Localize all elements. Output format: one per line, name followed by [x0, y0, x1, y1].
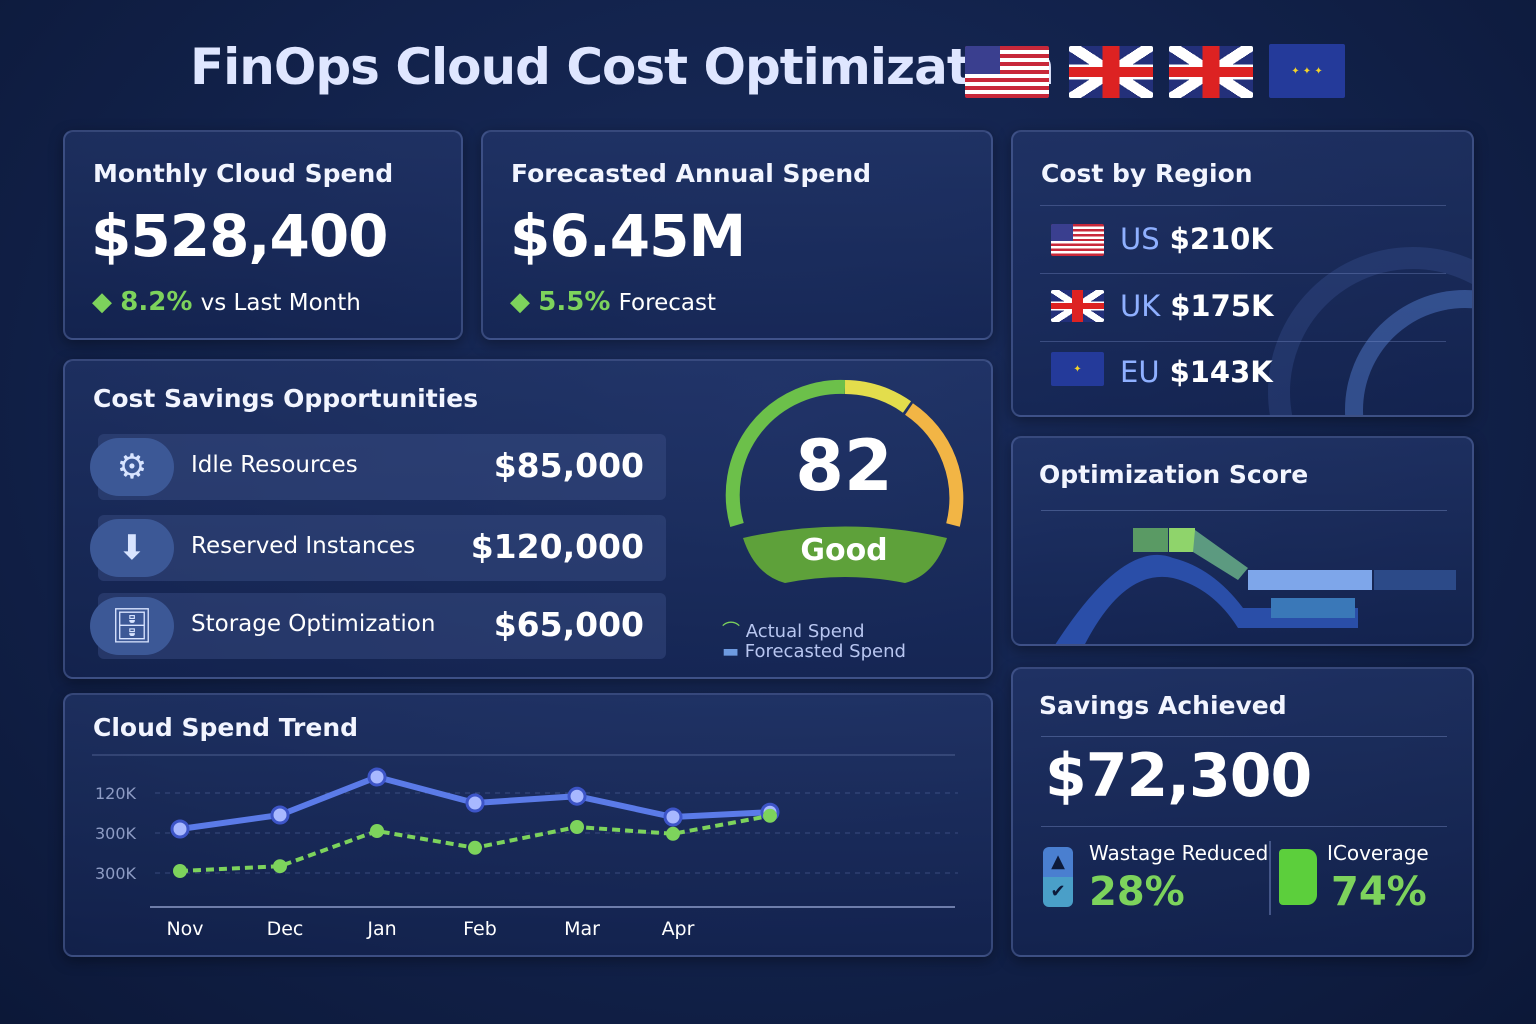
change-label: vs Last Month	[200, 290, 361, 316]
card-title: Cost by Region	[1041, 159, 1253, 188]
coverage-label: ICoverage	[1327, 841, 1429, 865]
region-code: US	[1120, 222, 1160, 256]
rating-badge	[743, 526, 947, 583]
opportunity-value: $85,000	[493, 446, 644, 485]
us-flag-icon	[965, 46, 1049, 98]
card-title: Cost Savings Opportunities	[93, 384, 479, 413]
divider	[1041, 736, 1447, 737]
gauge-arc-orange	[904, 403, 964, 527]
change-value: 8.2%	[120, 287, 193, 317]
monthly-spend-value: $528,400	[91, 202, 389, 270]
savings-achieved-card: Savings Achieved $72,300 ▲ ✔ Wastage Redu…	[1011, 667, 1474, 957]
divider	[1040, 205, 1446, 206]
card-title: Cloud Spend Trend	[93, 713, 359, 742]
uk-flag-icon	[1051, 290, 1104, 322]
optimization-score-card: Optimization Score	[1011, 436, 1474, 646]
opportunity-label: Storage Optimization	[191, 611, 436, 637]
forecast-card: Forecasted Annual Spend $6.45M ◆ 5.5% Fo…	[481, 130, 993, 340]
gauge-arc-yellow	[844, 380, 912, 413]
diamond-arrow-icon: ◆	[92, 287, 112, 317]
gauge-arc-green	[725, 379, 846, 527]
opportunity-label: Idle Resources	[191, 452, 358, 478]
opportunity-value: $65,000	[493, 605, 644, 644]
forecast-value: $6.45M	[510, 202, 746, 270]
wastage-value: 28%	[1089, 869, 1185, 915]
gear-icon: ⚙	[90, 438, 174, 496]
change-value: 5.5%	[538, 287, 611, 317]
card-title: Savings Achieved	[1039, 691, 1287, 720]
card-title: Optimization Score	[1039, 460, 1309, 489]
uk-flag-icon	[1069, 46, 1153, 98]
storage-icon: 🗄	[90, 597, 174, 655]
region-code: EU	[1120, 355, 1160, 389]
region-row-us: US $210K	[1120, 222, 1273, 256]
optimization-visual	[1055, 528, 1456, 644]
region-code: UK	[1120, 289, 1161, 323]
region-value: $175K	[1170, 289, 1274, 323]
actual-legend-icon: ⌒	[722, 621, 740, 642]
monthly-spend-card: Monthly Cloud Spend $528,400 ◆ 8.2% vs L…	[63, 130, 463, 340]
opportunity-value: $120,000	[470, 527, 644, 566]
wastage-label: Wastage Reduced	[1089, 841, 1269, 865]
diamond-arrow-icon: ◆	[510, 287, 530, 317]
divider	[1040, 273, 1446, 274]
opportunity-label: Reserved Instances	[191, 533, 416, 559]
savings-opportunities-card: Cost Savings Opportunities	[63, 359, 993, 679]
nz-flag-icon	[1169, 46, 1253, 98]
change-row: ◆ 5.5% Forecast	[510, 287, 716, 317]
coverage-icon	[1279, 849, 1317, 905]
region-value: $143K	[1169, 355, 1273, 389]
us-flag-icon	[1051, 224, 1104, 256]
region-row-uk: UK $175K	[1120, 289, 1273, 323]
change-row: ◆ 8.2% vs Last Month	[92, 287, 361, 317]
region-row-eu: EU $143K	[1120, 355, 1273, 389]
score-gauge	[725, 379, 964, 583]
legend-forecast: ▬ Forecasted Spend	[722, 641, 906, 662]
coverage-value: 74%	[1331, 869, 1427, 915]
eu-flag-icon: ✦ ✦ ✦	[1269, 44, 1345, 98]
opportunity-idle-resources[interactable]: ⚙ Idle Resources $85,000	[90, 434, 666, 500]
legend-actual: ⌒ Actual Spend	[722, 621, 865, 642]
page-title: FinOps Cloud Cost Optimization	[190, 38, 1055, 96]
divider	[1041, 510, 1447, 511]
divider	[1040, 341, 1446, 342]
score-value: 82	[795, 425, 893, 507]
card-title: Monthly Cloud Spend	[93, 159, 394, 188]
opportunity-storage-optimization[interactable]: 🗄 Storage Optimization $65,000	[90, 593, 666, 659]
card-title: Forecasted Annual Spend	[511, 159, 872, 188]
score-rating: Good	[800, 533, 888, 568]
forecast-legend-icon: ▬	[722, 641, 740, 662]
eu-flag-icon: ✦	[1051, 352, 1104, 386]
download-icon: ⬇	[90, 519, 174, 577]
divider	[1269, 841, 1271, 915]
savings-value: $72,300	[1045, 741, 1312, 811]
spend-trend-card: Cloud Spend Trend	[63, 693, 993, 957]
divider	[1041, 826, 1447, 827]
change-label: Forecast	[618, 290, 716, 316]
opportunity-reserved-instances[interactable]: ⬇ Reserved Instances $120,000	[90, 515, 666, 581]
wastage-icon: ▲ ✔	[1043, 847, 1073, 907]
region-value: $210K	[1169, 222, 1273, 256]
